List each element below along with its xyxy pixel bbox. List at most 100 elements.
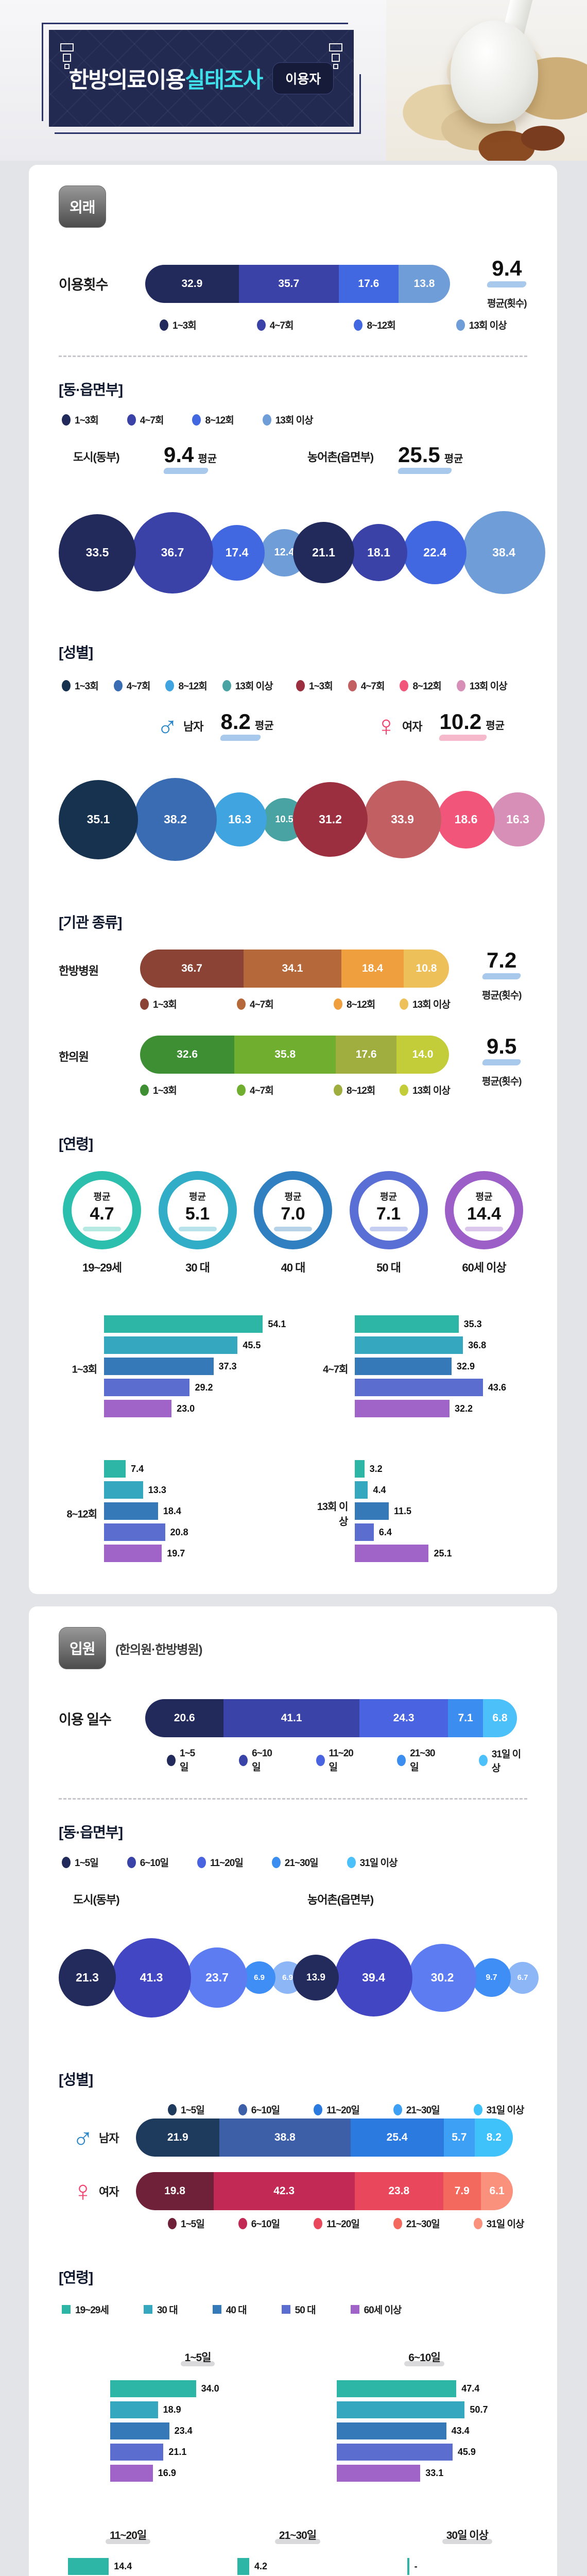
legend-item: 40 대 — [212, 2302, 247, 2316]
legend-item: 1~5일 — [62, 1855, 99, 1869]
hbar-value: 36.8 — [468, 1340, 487, 1350]
inpatient-badge: 입원 — [59, 1627, 106, 1669]
clinic-average: 9.5 평균(횟수) — [481, 1034, 522, 1088]
bubble-1: 21.1 — [293, 522, 354, 583]
hbar-row-4: 45.9 — [337, 2444, 512, 2461]
hbar-row-2: 4.4 — [355, 1481, 527, 1499]
legend-item: 4~7회 — [348, 679, 385, 692]
legend-item: 30 대 — [143, 2302, 178, 2316]
inpatient-female-row: ♀ 여자 19.8 42.3 23.8 7.9 6.1 — [59, 2172, 527, 2210]
bubble-3: 16.3 — [213, 792, 267, 846]
legend-label: 21~30일 — [406, 2219, 440, 2230]
stack-segment-1: 32.6 — [140, 1036, 235, 1074]
hbar-value: 6.4 — [378, 1527, 392, 1537]
legend-swatch-icon — [222, 680, 231, 691]
hbar — [237, 2558, 249, 2575]
legend-label: 4~7회 — [250, 999, 274, 1010]
inpatient-region-legend: 1~5일 6~10일 11~20일 21~30일 31일 이상 — [62, 1855, 527, 1869]
legend-item: 8~12회 — [165, 679, 208, 692]
clinic-label: 한의원 — [59, 1050, 89, 1063]
legend-label: 1~3회 — [75, 681, 99, 692]
legend-swatch-icon — [314, 2217, 322, 2229]
ring-age-label: 60세 이상 — [462, 1261, 506, 1274]
male-icon: ♂ — [72, 2121, 94, 2154]
hbar-row-1: 34.0 — [110, 2380, 285, 2397]
legend-swatch-icon — [160, 319, 168, 331]
bubble-2: 38.2 — [134, 778, 217, 861]
legend-item: 1~5일 — [167, 1748, 202, 1773]
hbar-row-1: 47.4 — [337, 2380, 512, 2397]
age-ring-3: 평균 7.0 40 대 — [252, 1171, 334, 1275]
age-ring-4: 평균 7.1 50 대 — [348, 1171, 430, 1275]
hbar — [110, 2465, 153, 2482]
stack-segment-3: 24.3 — [359, 1699, 448, 1737]
hbar — [355, 1460, 365, 1478]
legend-item: 1~3회 — [160, 318, 197, 332]
ring-brush-underline — [178, 1226, 217, 1231]
hbar-value: 50.7 — [470, 2404, 488, 2415]
legend-swatch-icon — [393, 2104, 402, 2115]
inpatient-usage-stacked-bar: 20.6 41.1 24.3 7.1 6.8 — [145, 1699, 517, 1737]
vgroup-11-20: 11~20일 14.422.921.122.529.2 — [68, 2527, 188, 2576]
legend-item: 4~7회 — [127, 413, 164, 427]
legend-swatch-icon — [478, 1755, 488, 1766]
hbar-value: 34.0 — [201, 2383, 219, 2394]
legend-label: 8~12회 — [178, 681, 207, 692]
legend-swatch-icon — [62, 1856, 71, 1868]
female-icon: ♀ — [72, 2175, 94, 2207]
outpatient-usage-legend: 1~3회 4~7회 8~12회 13회 이상 — [160, 318, 527, 332]
hbar-value: 11.5 — [393, 1505, 411, 1516]
hbar-value: 3.2 — [369, 1463, 383, 1474]
stack-segment-2: 35.8 — [234, 1036, 336, 1074]
ring-age-label: 40 대 — [281, 1261, 306, 1274]
region-legend: 1~3회 4~7회 8~12회 13회 이상 — [62, 413, 527, 427]
ring-average-value: 7.1 — [376, 1204, 401, 1224]
legend-item: 21~30일 — [271, 1855, 319, 1869]
bubble-2: 41.3 — [112, 1938, 191, 2018]
stack-segment-4: 7.1 — [448, 1699, 483, 1737]
ring-circle: 평균 7.0 — [254, 1171, 332, 1249]
region-section-heading: [동·읍면부] — [59, 382, 123, 398]
legend-item: 8~12회 — [192, 413, 234, 427]
legend-swatch-icon — [127, 1856, 136, 1868]
hbar-row-2: 13.3 — [104, 1481, 286, 1499]
legend-label: 1~3회 — [172, 320, 197, 331]
stack-segment-2: 41.1 — [223, 1699, 359, 1737]
rural-average: 25.5 평균 — [397, 444, 463, 474]
hbar — [355, 1545, 429, 1562]
inpatient-city-column: 도시(동부) 21.3 41.3 23.7 6.9 6.9 — [59, 1869, 304, 2036]
bubble-3: 17.4 — [209, 524, 265, 581]
stack-segment-3: 18.4 — [341, 950, 404, 988]
legend-label: 4~7회 — [126, 681, 151, 692]
vgroup-1-5: 1~5일 34.0 18.9 23.4 21.1 16.9 — [110, 2349, 285, 2486]
legend-label: 4~7회 — [269, 320, 294, 331]
hbar-value: 43.6 — [488, 1382, 506, 1393]
legend-swatch-icon — [316, 1755, 325, 1766]
legend-item: 6~10일 — [239, 1748, 279, 1773]
ring-age-label: 19~29세 — [82, 1261, 122, 1274]
hbar — [110, 2422, 169, 2439]
legend-swatch-icon — [350, 2305, 359, 2314]
stack-segment-3: 17.6 — [336, 1036, 397, 1074]
section-divider — [59, 355, 527, 357]
legend-item: 11~20일 — [314, 2216, 360, 2230]
legend-label: 1~3회 — [309, 681, 333, 692]
stack-segment-1: 36.7 — [140, 950, 244, 988]
legend-label: 1~3회 — [153, 999, 177, 1010]
legend-item: 13회 이상 — [262, 413, 314, 427]
hbar — [104, 1460, 126, 1478]
stack-segment-5: 6.1 — [480, 2172, 513, 2210]
inpatient-age-legend: 19~29세 30 대 40 대 50 대 60세 이상 — [62, 2302, 527, 2316]
legend-swatch-icon — [165, 680, 175, 691]
legend-label: 13회 이상 — [412, 999, 451, 1010]
bargroup-1-3: 1~3회 54.1 45.5 37.3 29.2 23.0 — [59, 1315, 286, 1421]
hbar — [110, 2401, 158, 2418]
hbar-value: 4.4 — [373, 1484, 386, 1495]
ring-age-label: 50 대 — [376, 1261, 401, 1274]
bubble-4: 38.4 — [462, 511, 545, 594]
legend-swatch-icon — [62, 2305, 71, 2314]
ring-brush-underline — [274, 1226, 312, 1231]
hbar-value: 45.5 — [243, 1340, 261, 1350]
hbar-value: 32.2 — [454, 1403, 473, 1414]
bubble-2: 39.4 — [335, 1939, 412, 2016]
